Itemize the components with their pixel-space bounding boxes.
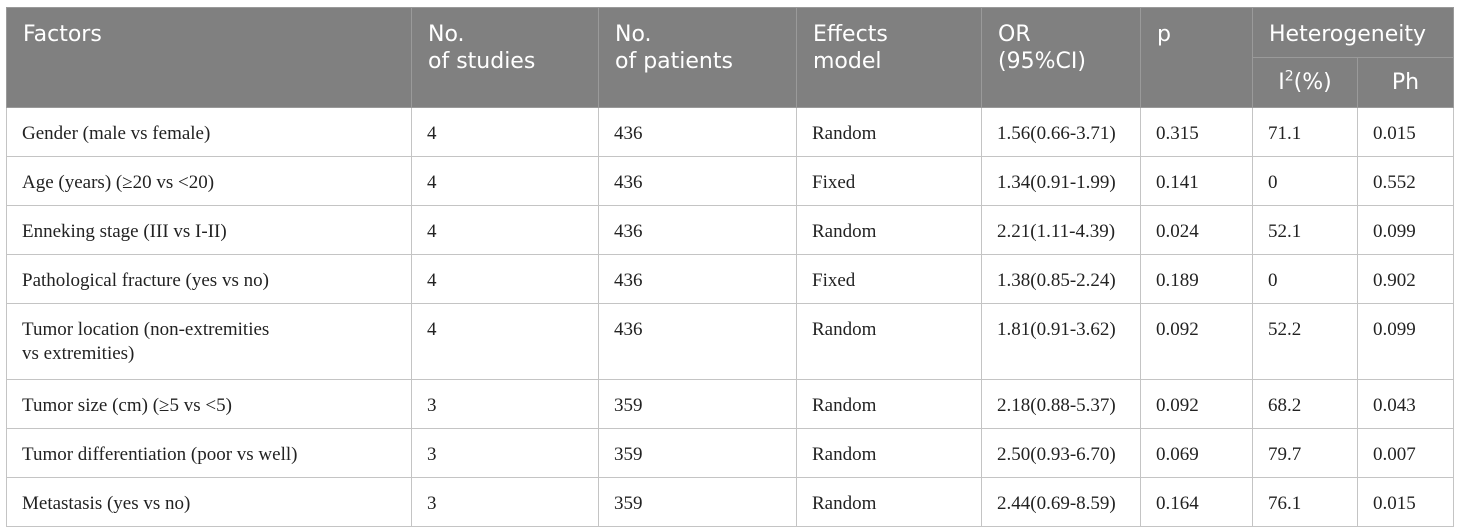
cell-or-ci: 1.81(0.91-3.62) — [981, 303, 1141, 380]
cell-no-of-studies: 4 — [411, 107, 599, 157]
cell-or-ci: 2.50(0.93-6.70) — [981, 428, 1141, 478]
header-p: p — [1140, 7, 1253, 108]
cell-effects-model: Fixed — [796, 156, 982, 206]
cell-p: 0.189 — [1140, 254, 1253, 304]
header-no-of-studies: No. of studies — [411, 7, 599, 108]
cell-effects-model: Random — [796, 107, 982, 157]
table-row: Tumor location (non-extremities vs extrem… — [6, 303, 1454, 380]
cell-effects-model: Random — [796, 205, 982, 255]
cell-p: 0.069 — [1140, 428, 1253, 478]
header-or-ci: OR (95%CI) — [981, 7, 1141, 108]
cell-ph: 0.007 — [1357, 428, 1454, 478]
cell-p: 0.315 — [1140, 107, 1253, 157]
cell-ph: 0.043 — [1357, 379, 1454, 429]
cell-no-of-studies: 3 — [411, 428, 599, 478]
cell-no-of-studies: 3 — [411, 477, 599, 527]
header-heterogeneity: Heterogeneity — [1252, 7, 1454, 58]
cell-or-ci: 2.21(1.11-4.39) — [981, 205, 1141, 255]
header-factors: Factors — [6, 7, 412, 108]
cell-no-of-patients: 436 — [598, 254, 797, 304]
header-i2: I2(%) — [1252, 57, 1358, 108]
cell-i2: 76.1 — [1252, 477, 1358, 527]
cell-i2: 52.2 — [1252, 303, 1358, 380]
cell-no-of-studies: 4 — [411, 254, 599, 304]
cell-factor: Age (years) (≥20 vs <20) — [6, 156, 412, 206]
cell-no-of-studies: 4 — [411, 303, 599, 380]
cell-or-ci: 1.56(0.66-3.71) — [981, 107, 1141, 157]
table-row: Tumor differentiation (poor vs well) 3 359… — [6, 428, 1454, 478]
cell-ph: 0.099 — [1357, 205, 1454, 255]
table-row: Metastasis (yes vs no) 3 359 Random 2.44(0.6… — [6, 477, 1454, 527]
subheader-row: I2(%) Ph — [7, 57, 1454, 108]
cell-effects-model: Random — [796, 428, 982, 478]
cell-no-of-patients: 359 — [598, 428, 797, 478]
cell-effects-model: Random — [796, 303, 982, 380]
cell-effects-model: Random — [796, 477, 982, 527]
cell-p: 0.164 — [1140, 477, 1253, 527]
cell-or-ci: 2.44(0.69-8.59) — [981, 477, 1141, 527]
header-effects-model: Effects model — [796, 7, 982, 108]
cell-i2: 52.1 — [1252, 205, 1358, 255]
cell-no-of-studies: 4 — [411, 156, 599, 206]
cell-no-of-patients: 436 — [598, 205, 797, 255]
cell-p: 0.024 — [1140, 205, 1253, 255]
cell-or-ci: 1.34(0.91-1.99) — [981, 156, 1141, 206]
table-row: Enneking stage (III vs I-II) 4 436 Random 2.… — [6, 205, 1454, 255]
cell-i2: 68.2 — [1252, 379, 1358, 429]
cell-factor: Tumor differentiation (poor vs well) — [6, 428, 412, 478]
cell-i2: 79.7 — [1252, 428, 1358, 478]
cell-ph: 0.015 — [1357, 107, 1454, 157]
cell-p: 0.141 — [1140, 156, 1253, 206]
meta-analysis-table: Factors No. of studies No. of patients Eff… — [6, 7, 1454, 527]
cell-no-of-studies: 4 — [411, 205, 599, 255]
cell-factor: Metastasis (yes vs no) — [6, 477, 412, 527]
cell-no-of-patients: 436 — [598, 107, 797, 157]
cell-no-of-patients: 359 — [598, 477, 797, 527]
cell-no-of-patients: 359 — [598, 379, 797, 429]
table-row: Age (years) (≥20 vs <20) 4 436 Fixed 1.34(0.… — [6, 156, 1454, 206]
cell-no-of-patients: 436 — [598, 156, 797, 206]
cell-ph: 0.902 — [1357, 254, 1454, 304]
cell-factor: Tumor size (cm) (≥5 vs <5) — [6, 379, 412, 429]
cell-i2: 0 — [1252, 254, 1358, 304]
cell-p: 0.092 — [1140, 379, 1253, 429]
cell-no-of-studies: 3 — [411, 379, 599, 429]
header-ph: Ph — [1357, 57, 1454, 108]
cell-factor: Enneking stage (III vs I-II) — [6, 205, 412, 255]
cell-factor: Gender (male vs female) — [6, 107, 412, 157]
cell-i2: 0 — [1252, 156, 1358, 206]
cell-no-of-patients: 436 — [598, 303, 797, 380]
cell-or-ci: 1.38(0.85-2.24) — [981, 254, 1141, 304]
cell-or-ci: 2.18(0.88-5.37) — [981, 379, 1141, 429]
table-row: Gender (male vs female) 4 436 Random 1.56(0.… — [6, 107, 1454, 157]
cell-i2: 71.1 — [1252, 107, 1358, 157]
header-row: Factors No. of studies No. of patients Eff… — [6, 7, 1454, 108]
cell-factor: Pathological fracture (yes vs no) — [6, 254, 412, 304]
cell-effects-model: Fixed — [796, 254, 982, 304]
cell-ph: 0.015 — [1357, 477, 1454, 527]
cell-factor: Tumor location (non-extremities vs extrem… — [6, 303, 412, 380]
header-no-of-patients: No. of patients — [598, 7, 797, 108]
cell-effects-model: Random — [796, 379, 982, 429]
cell-p: 0.092 — [1140, 303, 1253, 380]
cell-ph: 0.552 — [1357, 156, 1454, 206]
table-row: Tumor size (cm) (≥5 vs <5) 3 359 Random 2.18… — [6, 379, 1454, 429]
cell-ph: 0.099 — [1357, 303, 1454, 380]
table-row: Pathological fracture (yes vs no) 4 436 Fix… — [6, 254, 1454, 304]
